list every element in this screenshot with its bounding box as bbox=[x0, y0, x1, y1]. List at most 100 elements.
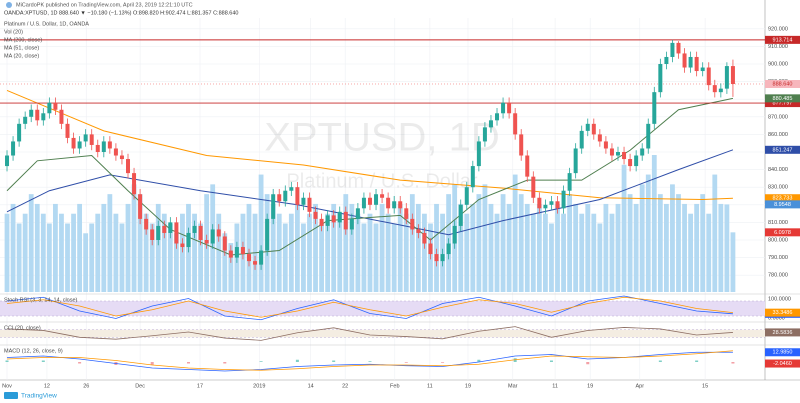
indicator-line bbox=[7, 351, 733, 372]
candle-body bbox=[652, 92, 657, 124]
candle-body bbox=[416, 229, 421, 233]
volume-bar bbox=[40, 213, 46, 292]
price-label: 6.0978 bbox=[774, 230, 791, 236]
volume-bar bbox=[470, 203, 476, 292]
volume-bar bbox=[228, 243, 234, 292]
x-tick-label: Apr bbox=[635, 383, 644, 389]
candle-body bbox=[694, 56, 699, 72]
volume-bar bbox=[688, 213, 693, 292]
candle-body bbox=[682, 53, 687, 68]
volume-bar bbox=[276, 213, 282, 292]
volume-bar bbox=[337, 213, 343, 292]
volume-bar bbox=[319, 223, 324, 292]
volume-bar bbox=[22, 213, 28, 292]
volume-bar bbox=[524, 203, 530, 292]
candle-body bbox=[119, 155, 124, 160]
candle-body bbox=[5, 155, 10, 167]
histogram-bar bbox=[731, 362, 735, 364]
x-tick-label: 14 bbox=[308, 383, 314, 389]
volume-bar bbox=[10, 203, 16, 292]
candle-body bbox=[670, 42, 675, 57]
candle-body bbox=[616, 151, 621, 156]
volume-bar bbox=[71, 213, 76, 292]
ma-line bbox=[6, 97, 734, 256]
publisher: MiCardoPK published on TradingView.com, … bbox=[16, 2, 193, 8]
volume-bar bbox=[294, 203, 300, 292]
candle-body bbox=[452, 225, 457, 244]
candle-body bbox=[144, 218, 149, 230]
legend-entry: MA (51, close) bbox=[4, 45, 39, 51]
volume-bar bbox=[385, 213, 391, 292]
volume-bar bbox=[512, 174, 518, 292]
price-label-box bbox=[765, 228, 800, 237]
legend-entry: Vol (20) bbox=[4, 29, 23, 35]
candle-body bbox=[386, 197, 391, 209]
volume-bar bbox=[95, 213, 101, 292]
candle-body bbox=[591, 123, 596, 135]
candle-body bbox=[422, 232, 427, 244]
histogram-bar bbox=[41, 360, 45, 362]
y-tick-label: 870.000 bbox=[768, 114, 788, 120]
volume-bar bbox=[573, 203, 579, 292]
volume-bar bbox=[415, 203, 421, 292]
candle-body bbox=[531, 176, 536, 198]
price-label: -2.0460 bbox=[773, 361, 792, 367]
candle-body bbox=[313, 211, 318, 219]
indicator-line bbox=[7, 326, 733, 341]
candle-body bbox=[319, 218, 324, 226]
volume-bar bbox=[730, 232, 736, 292]
candle-body bbox=[168, 222, 173, 233]
candle-body bbox=[107, 141, 112, 149]
price-label: 8.9548 bbox=[774, 202, 791, 208]
volume-bar bbox=[458, 203, 464, 292]
candle-body bbox=[295, 187, 300, 205]
y-tick-label: 900.000 bbox=[768, 61, 788, 67]
volume-bar bbox=[107, 194, 113, 292]
candle-body bbox=[603, 141, 608, 149]
volume-bar bbox=[331, 203, 337, 292]
price-label: 888.640 bbox=[773, 81, 793, 87]
volume-bar bbox=[615, 203, 621, 292]
candle-body bbox=[688, 56, 693, 68]
candle-body bbox=[325, 215, 330, 226]
candle-body bbox=[271, 194, 276, 219]
candle-body bbox=[537, 197, 542, 209]
volume-bar bbox=[597, 223, 603, 292]
volume-bar bbox=[476, 194, 482, 292]
candle-body bbox=[464, 187, 469, 205]
volume-bar bbox=[355, 213, 361, 292]
x-tick-label: 17 bbox=[197, 383, 203, 389]
volume-bar bbox=[101, 203, 107, 292]
candle-body bbox=[53, 102, 58, 110]
candle-body bbox=[355, 208, 360, 219]
candle-body bbox=[65, 123, 70, 138]
y-tick-label: 800.000 bbox=[768, 237, 788, 243]
x-tick-label: 12 bbox=[44, 383, 50, 389]
volume-bar bbox=[216, 213, 222, 292]
x-tick-label: Dec bbox=[135, 383, 145, 389]
volume-bar bbox=[83, 233, 89, 292]
histogram-bar bbox=[477, 359, 481, 362]
price-label-box bbox=[765, 94, 800, 103]
indicator-line bbox=[7, 350, 733, 371]
candle-body bbox=[634, 155, 639, 167]
volume-bar bbox=[46, 223, 52, 292]
volume-bar bbox=[488, 203, 494, 292]
candle-body bbox=[664, 56, 669, 65]
x-tick-label: 11 bbox=[552, 383, 558, 389]
candle-body bbox=[434, 254, 439, 262]
volume-bar bbox=[198, 223, 203, 292]
candle-body bbox=[640, 148, 645, 156]
volume-bar bbox=[325, 213, 331, 292]
volume-bar bbox=[143, 213, 149, 292]
price-label: 913.714 bbox=[773, 37, 793, 43]
candle-body bbox=[71, 137, 76, 149]
legend-entry: MA (200, close) bbox=[4, 37, 42, 43]
candle-body bbox=[488, 120, 493, 128]
x-tick-label: 2019 bbox=[253, 383, 265, 389]
price-label: 28.5836 bbox=[773, 330, 793, 336]
candle-body bbox=[283, 190, 288, 202]
volume-bar bbox=[313, 203, 318, 292]
histogram-bar bbox=[186, 362, 190, 364]
y-tick-label: 920.000 bbox=[768, 26, 788, 32]
